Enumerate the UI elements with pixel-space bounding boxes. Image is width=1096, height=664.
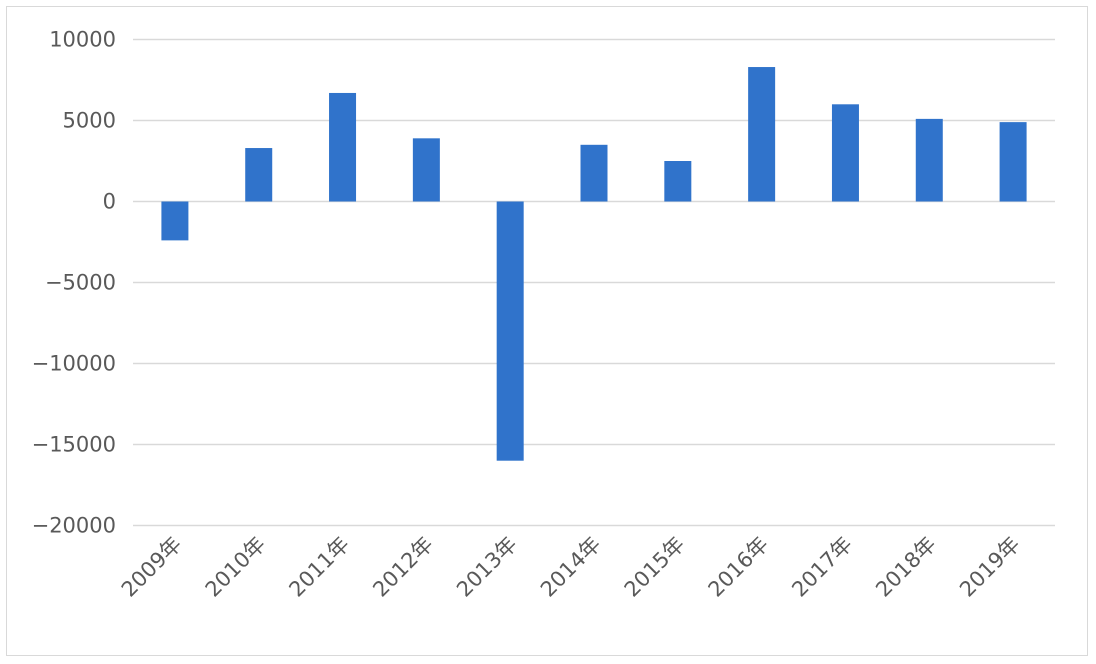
bar xyxy=(496,201,524,461)
bar xyxy=(831,104,859,202)
y-tick-label: −15000 xyxy=(32,433,116,457)
x-tick-label: 2018年 xyxy=(871,532,941,602)
x-tick-label: 2013年 xyxy=(452,532,522,602)
y-tick-label: 0 xyxy=(103,190,116,214)
x-tick-label: 2010年 xyxy=(201,532,271,602)
y-tick-label: −20000 xyxy=(32,514,116,538)
y-tick-label: −10000 xyxy=(32,352,116,376)
bar xyxy=(748,67,776,202)
bar xyxy=(412,138,440,202)
bar xyxy=(999,122,1027,202)
y-tick-label: 5000 xyxy=(63,109,116,133)
bar xyxy=(161,201,189,241)
chart-frame xyxy=(6,6,1088,656)
x-tick-label: 2015年 xyxy=(620,532,690,602)
x-tick-label: 2011年 xyxy=(284,532,354,602)
y-tick-label: −5000 xyxy=(45,271,116,295)
bar xyxy=(329,92,357,202)
bar xyxy=(915,118,943,202)
x-tick-label: 2017年 xyxy=(787,532,857,602)
x-tick-label: 2014年 xyxy=(536,532,606,602)
x-tick-label: 2009年 xyxy=(117,532,187,602)
x-tick-label: 2016年 xyxy=(704,532,774,602)
bar xyxy=(664,161,692,202)
bar xyxy=(245,148,273,202)
x-tick-label: 2012年 xyxy=(368,532,438,602)
x-tick-label: 2019年 xyxy=(955,532,1025,602)
bar xyxy=(580,144,608,202)
y-tick-label: 10000 xyxy=(49,28,116,52)
